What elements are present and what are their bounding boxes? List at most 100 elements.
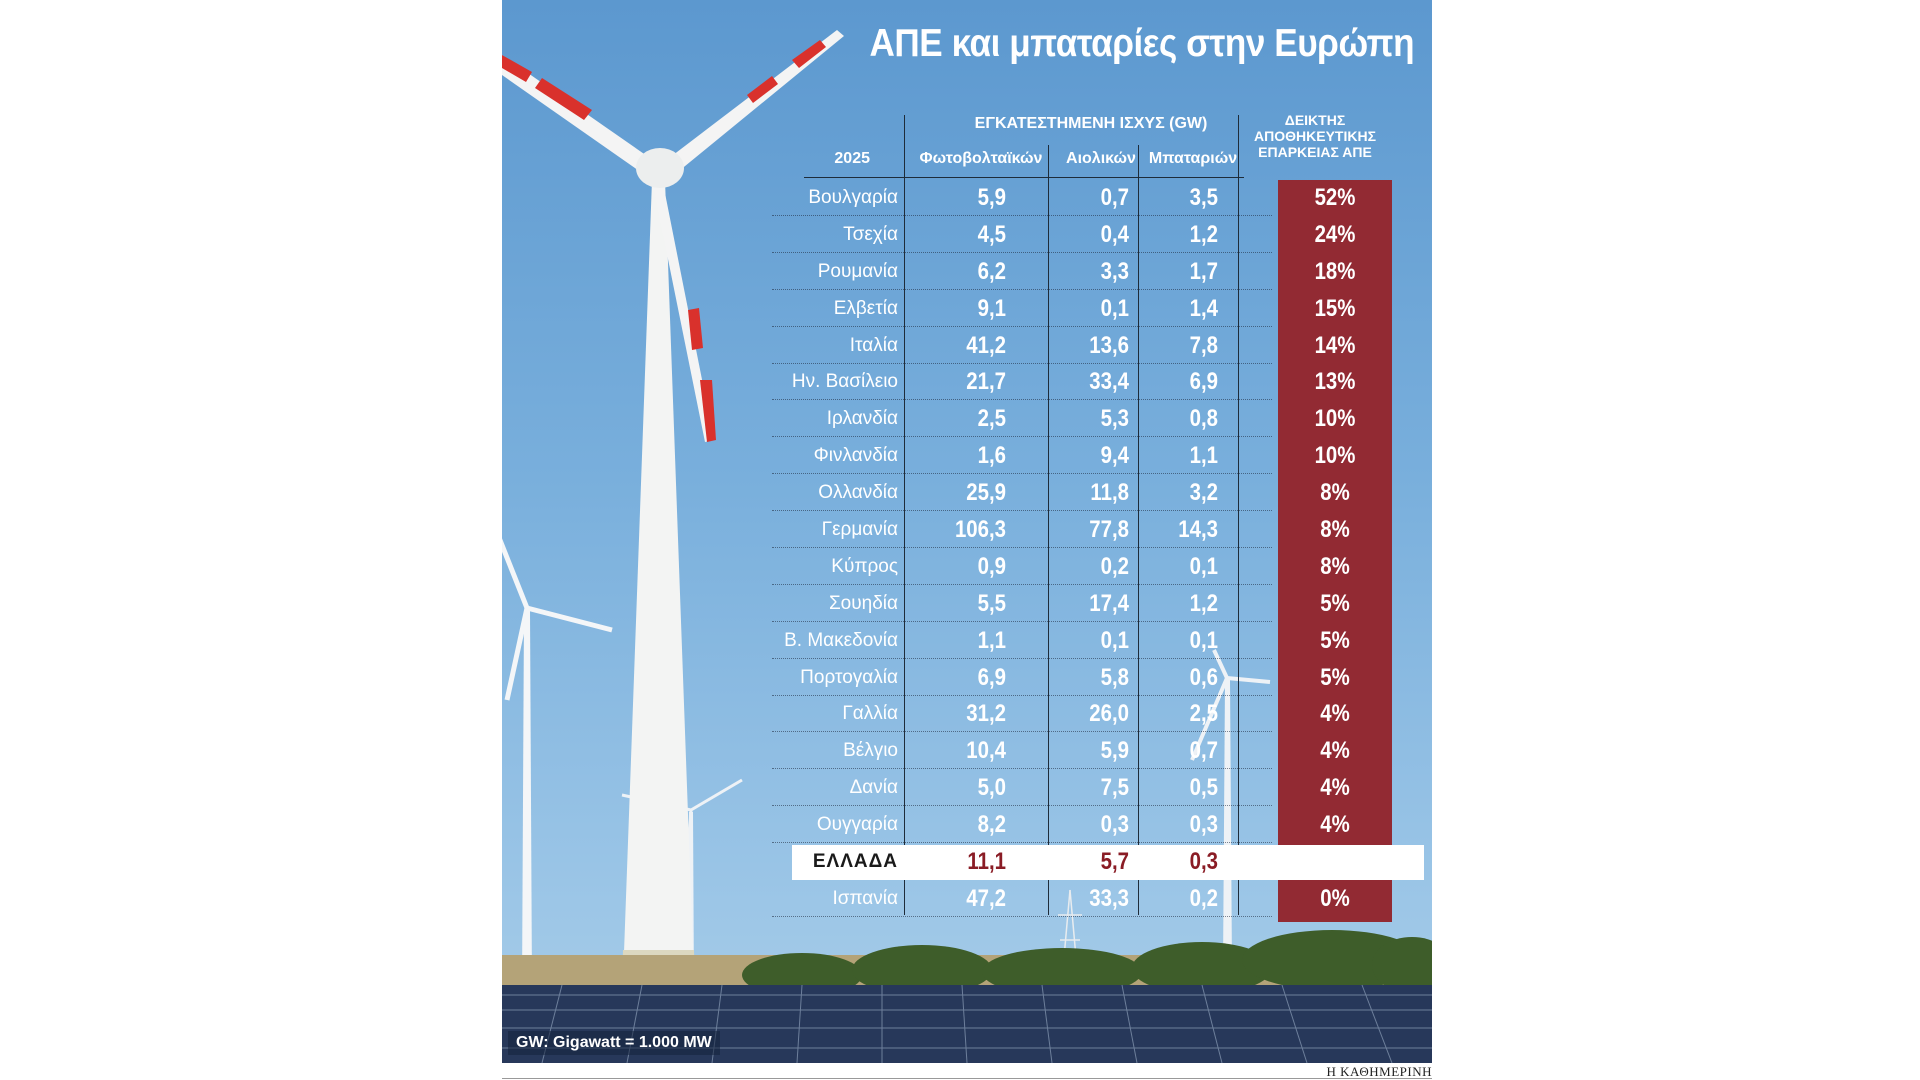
solar-value: 6,9	[977, 663, 1006, 691]
batteries-value: 1,2	[1189, 220, 1218, 248]
solar-value: 11,1	[967, 848, 1006, 876]
country-name: Τσεχία	[843, 223, 898, 245]
solar-value: 106,3	[954, 516, 1006, 544]
country-name: ΕΛΛΑΔΑ	[812, 851, 898, 873]
batteries-value: 2,5	[1189, 700, 1218, 728]
wind-value: 0,2	[1100, 552, 1129, 580]
wind-value: 0,1	[1100, 626, 1129, 654]
table-row: Γαλλία 31,2 26,0 2,5 4%	[502, 696, 1432, 733]
solar-value: 47,2	[966, 884, 1006, 912]
wind-value: 0,4	[1100, 220, 1129, 248]
table-row: Γερμανία 106,3 77,8 14,3 8%	[502, 512, 1432, 549]
adequacy-ratio-value: 5%	[1320, 626, 1350, 654]
adequacy-ratio-value: 8%	[1320, 516, 1350, 544]
wind-value: 0,1	[1100, 294, 1129, 322]
wind-value: 3,3	[1100, 257, 1129, 285]
header-installed-capacity: ΕΓΚΑΤΕΣΤΗΜΕΝΗ ΙΣΧΥΣ (GW)	[974, 115, 1208, 132]
adequacy-ratio-value: 4%	[1320, 811, 1350, 839]
country-name: Ρουμανία	[817, 260, 898, 282]
header-storage-adequacy-index: ΔΕΙΚΤΗΣ ΑΠΟΘΗΚΕΥΤΙΚΗΣ ΕΠΑΡΚΕΙΑΣ ΑΠΕ	[1254, 112, 1376, 160]
adequacy-ratio-value: 10%	[1314, 442, 1356, 470]
adequacy-ratio-value: 5%	[1320, 589, 1350, 617]
wind-value: 5,8	[1100, 663, 1129, 691]
batteries-value: 0,2	[1189, 884, 1218, 912]
adequacy-ratio-value: 2%	[1320, 848, 1350, 876]
solar-value: 31,2	[966, 700, 1006, 728]
wind-value: 7,5	[1100, 774, 1129, 802]
table-row: Βουλγαρία 5,9 0,7 3,5 52%	[502, 180, 1432, 217]
row-separator	[772, 436, 1272, 438]
batteries-value: 0,5	[1189, 774, 1218, 802]
row-separator	[772, 473, 1272, 475]
header-solar: Φωτοβολταϊκών	[919, 150, 1043, 167]
header-rule	[804, 177, 1244, 178]
table-row: Ιταλία 41,2 13,6 7,8 14%	[502, 328, 1432, 365]
main-turbine-blades	[502, 30, 844, 442]
country-name: Ισπανία	[832, 887, 898, 909]
wind-value: 33,4	[1089, 368, 1129, 396]
country-name: Γαλλία	[842, 703, 898, 725]
country-name: Ην. Βασίλειο	[791, 371, 898, 393]
solar-value: 25,9	[966, 479, 1006, 507]
header-year: 2025	[834, 150, 870, 167]
batteries-value: 6,9	[1189, 368, 1218, 396]
row-separator	[772, 805, 1272, 807]
source-credit: Η ΚΑΘΗΜΕΡΙΝΗ	[1326, 1064, 1432, 1079]
table-row: ΕΛΛΑΔΑ 11,1 5,7 0,3 2%	[502, 844, 1432, 881]
adequacy-ratio-value: 8%	[1320, 479, 1350, 507]
column-divider	[904, 115, 905, 915]
row-separator	[772, 620, 1272, 622]
wind-value: 33,3	[1089, 884, 1129, 912]
solar-value: 9,1	[977, 294, 1006, 322]
table-row: Ρουμανία 6,2 3,3 1,7 18%	[502, 254, 1432, 291]
country-name: Ολλανδία	[818, 482, 898, 504]
table-row: Ην. Βασίλειο 21,7 33,4 6,9 13%	[502, 364, 1432, 401]
country-name: Σουηδία	[828, 592, 898, 614]
data-table: Βουλγαρία 5,9 0,7 3,5 52% Τσεχία 4,5 0,4 1,2 24% Ρ…	[502, 180, 1432, 918]
batteries-value: 0,1	[1189, 552, 1218, 580]
table-row: Β. Μακεδονία 1,1 0,1 0,1 5%	[502, 623, 1432, 660]
table-row: Δανία 5,0 7,5 0,5 4%	[502, 770, 1432, 807]
distant-turbine-left	[502, 538, 613, 990]
adequacy-ratio-value: 24%	[1314, 220, 1356, 248]
highlight-row-background	[792, 845, 1424, 881]
batteries-value: 0,1	[1189, 626, 1218, 654]
solar-value: 0,9	[977, 552, 1006, 580]
batteries-value: 1,1	[1189, 442, 1218, 470]
wind-value: 5,9	[1100, 737, 1129, 765]
column-divider	[1048, 145, 1049, 915]
row-separator	[772, 768, 1272, 770]
country-name: Βουλγαρία	[808, 187, 898, 208]
wind-value: 17,4	[1089, 589, 1129, 617]
batteries-value: 7,8	[1189, 331, 1218, 359]
adequacy-ratio-value: 4%	[1320, 737, 1350, 765]
country-name: Ουγγαρία	[816, 814, 898, 836]
solar-value: 41,2	[966, 331, 1006, 359]
table-row: Κύπρος 0,9 0,2 0,1 8%	[502, 549, 1432, 586]
batteries-value: 0,3	[1189, 848, 1218, 876]
row-separator	[772, 215, 1272, 216]
column-divider	[1238, 115, 1239, 915]
table-row: Ολλανδία 25,9 11,8 3,2 8%	[502, 475, 1432, 512]
country-name: Πορτογαλία	[800, 666, 898, 688]
batteries-value: 0,7	[1189, 737, 1218, 765]
row-separator	[772, 547, 1272, 549]
solar-value: 21,7	[966, 368, 1006, 396]
solar-value: 5,5	[977, 589, 1006, 617]
row-separator	[772, 510, 1272, 512]
country-name: Β. Μακεδονία	[784, 629, 898, 651]
table-row: Σουηδία 5,5 17,4 1,2 5%	[502, 586, 1432, 623]
solar-value: 4,5	[977, 220, 1006, 248]
header-batteries: Μπαταριών	[1148, 150, 1238, 167]
solar-value: 5,0	[977, 774, 1006, 802]
batteries-value: 14,3	[1178, 516, 1218, 544]
wind-value: 5,7	[1100, 848, 1129, 876]
batteries-value: 1,2	[1189, 589, 1218, 617]
adequacy-ratio-value: 52%	[1314, 184, 1356, 211]
country-name: Βέλγιο	[843, 740, 898, 762]
wind-value: 0,3	[1100, 811, 1129, 839]
row-separator	[772, 399, 1272, 401]
row-separator	[772, 325, 1272, 327]
wind-value: 26,0	[1089, 700, 1129, 728]
table-row: Ουγγαρία 8,2 0,3 0,3 4%	[502, 807, 1432, 844]
